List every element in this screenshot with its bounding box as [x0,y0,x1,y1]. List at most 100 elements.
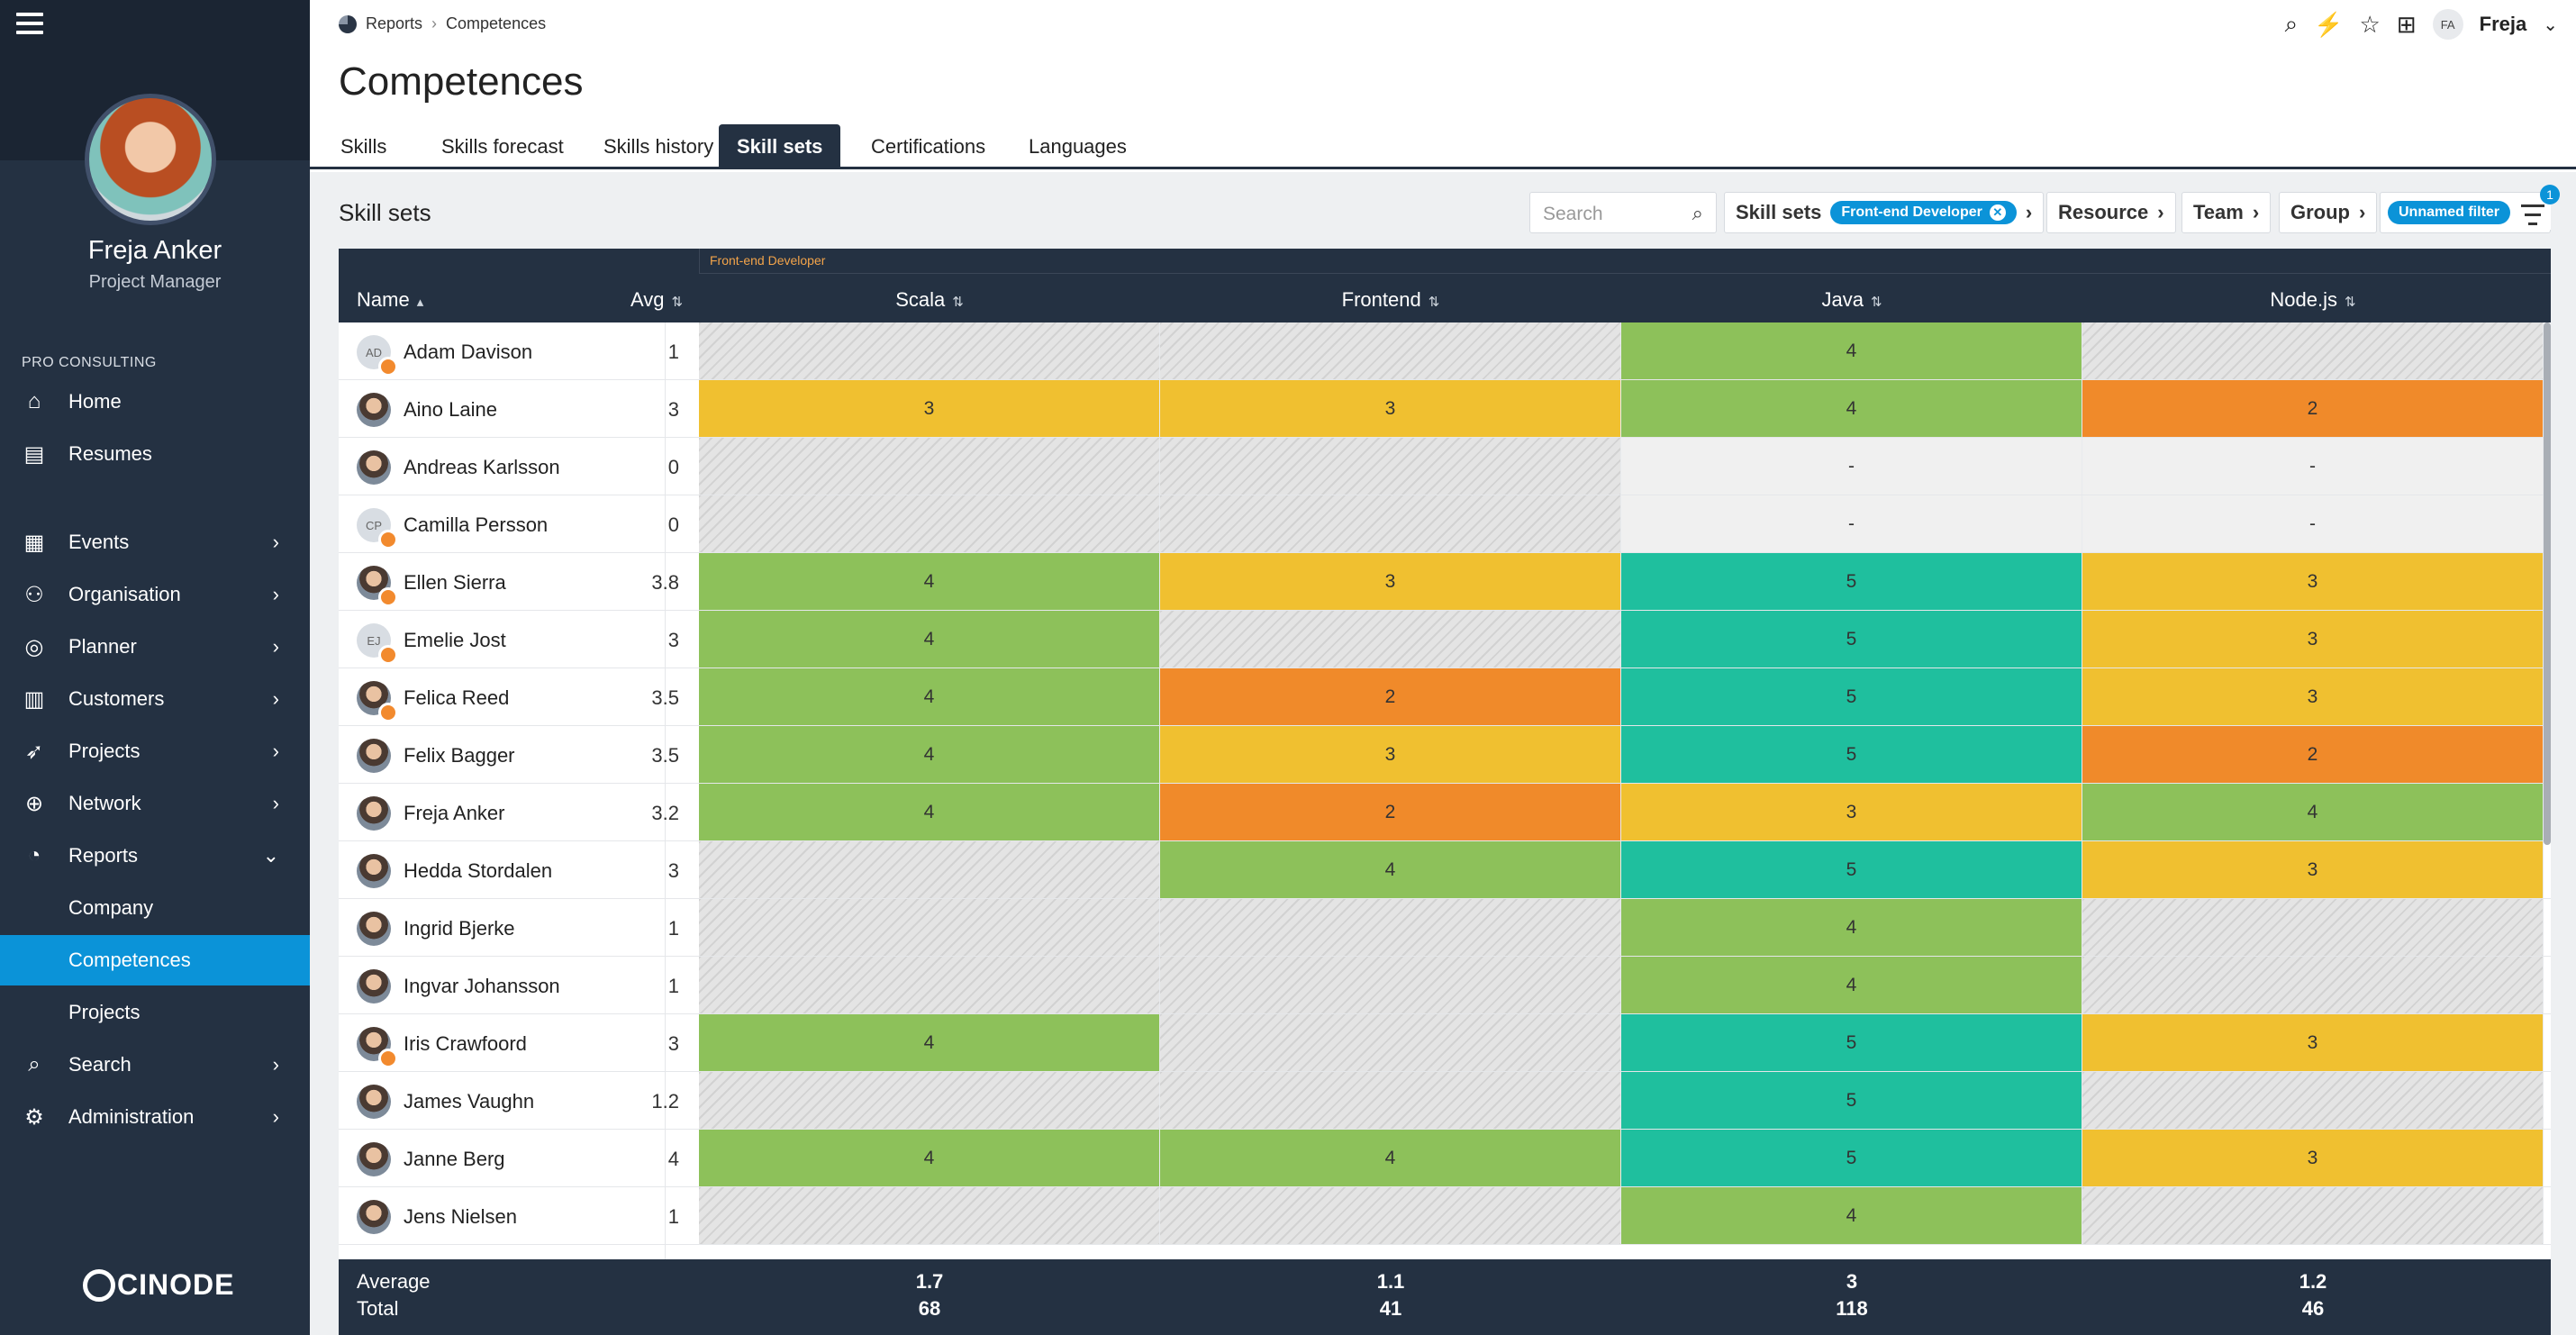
sidebar-item-reports[interactable]: ◔ Reports ⌄ [0,831,310,881]
skill-level-cell[interactable] [699,1187,1160,1244]
star-icon[interactable]: ☆ [2359,10,2381,38]
table-row[interactable]: Freja Anker 3.2 4 2 3 4 [339,784,2551,841]
user-avatar-small[interactable]: FA [2432,9,2463,40]
table-row[interactable]: Aino Laine 3 3 3 4 2 [339,380,2551,438]
skill-level-cell[interactable] [1160,611,1621,668]
skill-level-cell[interactable]: 3 [1160,380,1621,437]
skill-level-cell[interactable]: 4 [2082,784,2544,840]
skill-level-cell[interactable]: 5 [1621,1130,2082,1186]
skill-level-cell[interactable]: 5 [1621,841,2082,898]
table-row[interactable]: Iris Crawfoord 3 4 5 3 [339,1014,2551,1072]
person-name[interactable]: Ingrid Bjerke [404,917,515,940]
skill-level-cell[interactable] [699,495,1160,552]
skill-level-cell[interactable] [2082,957,2544,1013]
search-icon[interactable]: ⌕ [2284,10,2299,37]
skill-level-cell[interactable]: 4 [699,784,1160,840]
sidebar-item-organisation[interactable]: ⚇ Organisation › [0,569,310,620]
skill-level-cell[interactable]: 3 [2082,841,2544,898]
person-name[interactable]: James Vaughn [404,1090,535,1112]
sidebar-item-projects[interactable]: ➶ Projects › [0,726,310,776]
skill-level-cell[interactable]: 3 [2082,668,2544,725]
skill-level-cell[interactable]: 3 [1621,784,2082,840]
tab-certifications[interactable]: Certifications [871,135,986,158]
table-row[interactable]: Janne Berg 4 4 4 5 3 [339,1130,2551,1187]
skill-level-cell[interactable]: 2 [2082,726,2544,783]
person-name[interactable]: Hedda Stordalen [404,859,553,882]
skill-level-cell[interactable] [1160,899,1621,956]
skill-level-cell[interactable]: 5 [1621,668,2082,725]
skill-level-cell[interactable]: 4 [1621,899,2082,956]
skill-level-cell[interactable] [2082,1072,2544,1129]
skill-level-cell[interactable] [1160,495,1621,552]
person-name[interactable]: Ellen Sierra [404,571,506,594]
group-filter[interactable]: Group › [2279,192,2378,233]
tab-skills[interactable]: Skills [340,135,387,158]
skill-level-cell[interactable] [1160,438,1621,495]
person-name[interactable]: Adam Davison [404,341,533,363]
column-header-nodejs[interactable]: Node.js ⇅ [2270,288,2356,311]
table-row[interactable]: Jens Nielsen 1 4 [339,1187,2551,1245]
skill-level-cell[interactable] [2082,1187,2544,1244]
add-board-icon[interactable]: ⊞ [2396,10,2417,38]
table-row[interactable]: AD Adam Davison 1 4 [339,322,2551,380]
skill-level-cell[interactable]: 5 [1621,1014,2082,1071]
skill-level-cell[interactable]: 5 [1621,726,2082,783]
table-row[interactable]: Ingvar Johansson 1 4 [339,957,2551,1014]
sidebar-item-home[interactable]: ⌂ Home [0,377,310,427]
person-name[interactable]: Andreas Karlsson [404,456,560,478]
sidebar-item-administration[interactable]: ⚙ Administration › [0,1092,310,1142]
skill-level-cell[interactable] [699,899,1160,956]
skill-level-cell[interactable]: 3 [1160,553,1621,610]
sidebar-item-resumes[interactable]: ▤ Resumes [0,429,310,479]
chevron-down-icon[interactable]: ⌄ [2543,14,2558,35]
person-name[interactable]: Freja Anker [404,802,505,824]
skill-sets-filter[interactable]: Skill sets Front-end Developer ✕ › [1724,192,2045,233]
tab-skill-sets[interactable]: Skill sets [719,124,841,169]
skill-level-cell[interactable]: 3 [699,380,1160,437]
sidebar-item-projects[interactable]: Projects [0,987,310,1038]
person-name[interactable]: Jens Nielsen [404,1205,517,1228]
skill-level-cell[interactable]: - [2082,495,2544,552]
column-header-name[interactable]: Name ▴ [357,288,424,311]
skill-level-cell[interactable]: 4 [699,1130,1160,1186]
skill-level-cell[interactable]: 3 [2082,553,2544,610]
skill-level-cell[interactable]: 2 [1160,784,1621,840]
person-name[interactable]: Aino Laine [404,398,497,421]
tab-languages[interactable]: Languages [1029,135,1127,158]
skill-level-cell[interactable]: 2 [2082,380,2544,437]
person-name[interactable]: Camilla Persson [404,513,549,536]
breadcrumb-reports[interactable]: Reports [366,14,423,32]
skill-level-cell[interactable]: 4 [1621,380,2082,437]
skill-level-cell[interactable] [2082,899,2544,956]
skill-level-cell[interactable]: 4 [1621,957,2082,1013]
sidebar-item-competences[interactable]: Competences [0,935,310,985]
skill-level-cell[interactable] [699,322,1160,379]
table-row[interactable]: EJ Emelie Jost 3 4 5 3 [339,611,2551,668]
skill-level-cell[interactable] [699,957,1160,1013]
skill-level-cell[interactable] [2082,322,2544,379]
skill-level-cell[interactable] [699,438,1160,495]
skill-level-cell[interactable]: - [1621,495,2082,552]
skill-level-cell[interactable]: 5 [1621,611,2082,668]
skill-level-cell[interactable] [1160,1014,1621,1071]
table-row[interactable]: James Vaughn 1.2 5 [339,1072,2551,1130]
skill-level-cell[interactable]: 3 [2082,1130,2544,1186]
filter-chip-front-end-developer[interactable]: Front-end Developer ✕ [1830,201,2017,224]
team-filter[interactable]: Team › [2181,192,2272,233]
skill-level-cell[interactable]: 3 [2082,1014,2544,1071]
sidebar-item-search[interactable]: ⌕ Search › [0,1040,310,1090]
scrollbar[interactable] [2544,322,2551,845]
person-name[interactable]: Emelie Jost [404,629,506,651]
lightning-icon[interactable]: ⚡ [2314,10,2344,38]
person-name[interactable]: Ingvar Johansson [404,975,560,997]
skill-level-cell[interactable]: 3 [1160,726,1621,783]
skill-level-cell[interactable]: - [1621,438,2082,495]
tab-skills-forecast[interactable]: Skills forecast [441,135,564,158]
table-row[interactable]: CP Camilla Persson 0 - - [339,495,2551,553]
skill-level-cell[interactable]: 4 [699,668,1160,725]
skill-level-cell[interactable]: - [2082,438,2544,495]
search-input[interactable]: Search ⌕ [1529,192,1717,233]
menu-icon[interactable] [16,13,43,36]
sidebar-item-company[interactable]: Company [0,883,310,933]
person-name[interactable]: Felix Bagger [404,744,515,767]
